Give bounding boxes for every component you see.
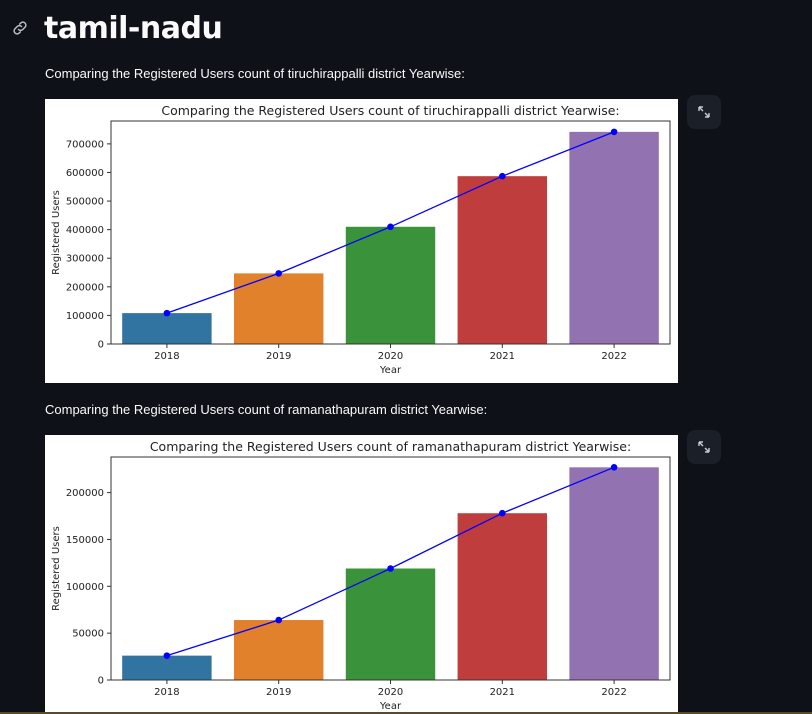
expand-chart-2-button[interactable] <box>687 430 721 464</box>
trend-point-2020 <box>387 223 394 231</box>
trend-point-2019 <box>275 270 282 277</box>
plot-frame-top <box>110 120 671 345</box>
x-tick-label: 2022 <box>601 687 626 698</box>
trend-point-2018 <box>163 309 171 317</box>
page-title: tamil-nadu <box>44 10 223 46</box>
y-tick-label: 100000 <box>66 582 104 593</box>
bar-2021 <box>457 513 548 680</box>
x-tick-label: 2019 <box>266 351 291 362</box>
trend-point-2021 <box>499 509 506 517</box>
y-tick-label: 300000 <box>66 254 104 265</box>
x-tick-label: 2022 <box>601 351 626 362</box>
bar-2022 <box>569 467 659 680</box>
bar-2018 <box>122 655 212 680</box>
x-axis-label: Year <box>379 701 402 712</box>
y-tick-label: 100000 <box>66 311 104 322</box>
chart-title: Comparing the Registered Users count of … <box>161 103 619 118</box>
page-header: tamil-nadu <box>10 6 223 50</box>
y-axis-label: Registered Users <box>51 526 62 611</box>
x-tick-label: 2021 <box>490 687 515 698</box>
chart-title: Comparing the Registered Users count of … <box>150 439 631 454</box>
trend-point-2019 <box>275 616 282 624</box>
chart-caption-1: Comparing the Registered Users count of … <box>45 66 465 81</box>
chart-card-2: Comparing the Registered Users count of … <box>45 435 678 712</box>
expand-chart-1-button[interactable] <box>687 95 721 129</box>
bar-2019 <box>233 620 324 680</box>
y-tick-label: 50000 <box>72 629 104 640</box>
x-tick-label: 2019 <box>266 687 291 698</box>
chart-caption-2: Comparing the Registered Users count of … <box>45 402 488 417</box>
trend-point-2022 <box>610 464 618 471</box>
expand-icon <box>698 106 710 118</box>
bar-2022 <box>569 131 659 344</box>
y-tick-label: 200000 <box>66 282 104 293</box>
chart-card-1: Comparing the Registered Users count of … <box>45 99 678 383</box>
expand-icon <box>698 441 710 453</box>
y-tick-label: 400000 <box>66 225 104 236</box>
bar-2020 <box>345 226 436 344</box>
x-tick-label: 2018 <box>154 687 179 698</box>
y-tick-label: 0 <box>98 676 104 687</box>
x-tick-label: 2021 <box>490 351 515 362</box>
link-icon[interactable] <box>10 18 30 38</box>
bar-2019 <box>233 273 324 344</box>
plot-frame-top <box>110 456 671 681</box>
x-tick-label: 2020 <box>378 687 403 698</box>
bar-2020 <box>345 568 436 680</box>
trend-point-2022 <box>610 128 618 136</box>
y-tick-label: 150000 <box>66 535 104 546</box>
x-tick-label: 2020 <box>378 351 403 362</box>
bar-2018 <box>122 313 212 344</box>
trend-point-2020 <box>387 565 394 572</box>
chart-ramanathapuram: Comparing the Registered Users count of … <box>51 439 671 712</box>
y-tick-label: 600000 <box>66 168 104 179</box>
trend-point-2018 <box>163 652 171 659</box>
bar-2021 <box>457 176 548 344</box>
y-tick-label: 500000 <box>66 197 104 208</box>
y-tick-label: 0 <box>98 340 104 351</box>
y-tick-label: 200000 <box>66 488 104 499</box>
y-axis-label: Registered Users <box>51 190 62 275</box>
x-tick-label: 2018 <box>154 351 179 362</box>
y-tick-label: 700000 <box>66 139 104 150</box>
x-axis-label: Year <box>379 365 402 376</box>
trend-point-2021 <box>499 172 506 180</box>
chart-tiruchirappalli: Comparing the Registered Users count of … <box>51 103 671 376</box>
bottom-border <box>0 712 812 714</box>
